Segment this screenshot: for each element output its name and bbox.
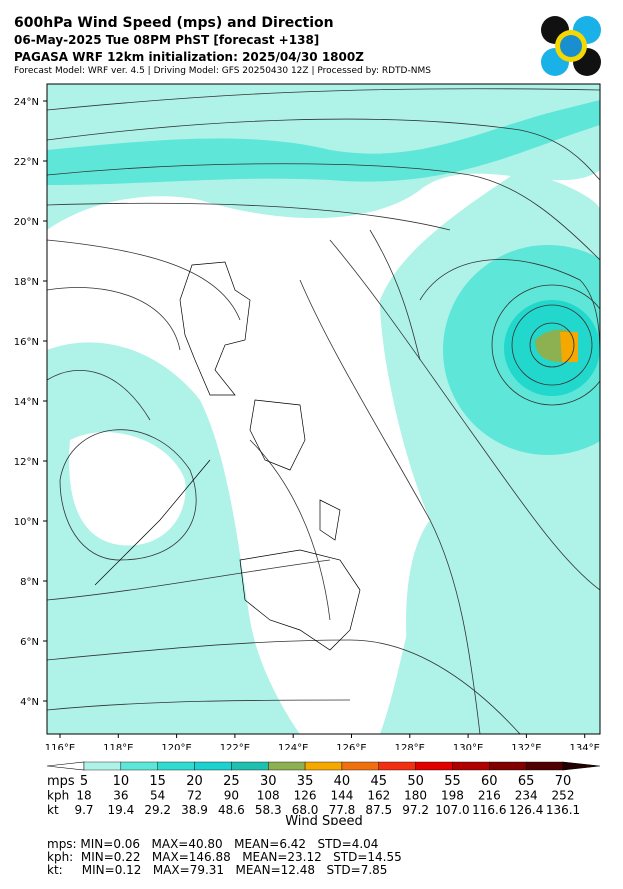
lat-label: 16°N (14, 337, 39, 348)
colorbar-value: 126.4 (509, 803, 543, 817)
colorbar-segment (489, 761, 527, 771)
colorbar-segment (525, 761, 564, 771)
colorbar-value: 30 (260, 774, 277, 789)
colorbar-segment (231, 761, 269, 771)
colorbar-value: 60 (481, 774, 498, 789)
colorbar-value: 54 (150, 789, 165, 803)
colorbar-value: 65 (518, 774, 535, 789)
colorbar-value: 90 (224, 789, 239, 803)
info-line: Forecast Model: WRF ver. 4.5 | Driving M… (14, 66, 431, 76)
colorbar-segment (415, 761, 453, 771)
colorbar-segment (157, 761, 195, 771)
colorbar-segment (378, 761, 416, 771)
lon-label: 128°E (395, 743, 425, 750)
wind-field (47, 84, 600, 734)
logo (541, 16, 601, 76)
map-frame (46, 83, 601, 735)
colorbar-value: 198 (441, 789, 464, 803)
colorbar-label: Wind Speed (285, 814, 363, 825)
colorbar-value: 72 (187, 789, 202, 803)
colorbar-segment (268, 761, 306, 771)
stat-line: kph: MIN=0.22 MAX=146.88 MEAN=23.12 STD=… (47, 850, 402, 864)
lat-label: 6°N (20, 637, 39, 648)
title: 600hPa Wind Speed (mps) and Direction (14, 15, 334, 31)
lat-label: 8°N (20, 577, 39, 588)
lat-label: 24°N (14, 97, 39, 108)
lon-label: 126°E (336, 743, 366, 750)
colorbar-value: 97.2 (402, 803, 429, 817)
colorbar-value: 20 (186, 774, 203, 789)
lon-label: 132°E (511, 743, 541, 750)
init-line: PAGASA WRF 12km initialization: 2025/04/… (14, 50, 364, 64)
lat-label: 10°N (14, 517, 39, 528)
colorbar-value: 87.5 (365, 803, 392, 817)
lon-label: 124°E (278, 743, 308, 750)
colorbar-value: 68.0 (292, 803, 319, 817)
colorbar-value: 162 (367, 789, 390, 803)
colorbar-value: 216 (478, 789, 501, 803)
colorbar-value: 19.4 (107, 803, 134, 817)
lat-label: 4°N (20, 697, 39, 708)
colorbar-value: 70 (555, 774, 572, 789)
colorbar-value: 38.9 (181, 803, 208, 817)
lon-label: 134°E (569, 743, 599, 750)
colorbar-value: 144 (330, 789, 353, 803)
colorbar-value: 9.7 (74, 803, 93, 817)
lon-label: 122°E (220, 743, 250, 750)
stat-line: mps: MIN=0.06 MAX=40.80 MEAN=6.42 STD=4.… (47, 837, 379, 851)
colorbar-value: 180 (404, 789, 427, 803)
row-label: mps (47, 774, 75, 789)
colorbar-segment (194, 761, 232, 771)
colorbar-value: 116.6 (472, 803, 506, 817)
colorbar-segment (304, 761, 343, 771)
lat-label: 14°N (14, 397, 39, 408)
map: 24°N 22°N 20°N 18°N 16°N 14°N 12°N 10°N 8°N 6°N 4°… (14, 83, 601, 750)
colorbar-value: 108 (257, 789, 280, 803)
colorbar-value: 40 (334, 774, 351, 789)
colorbar-value: 126 (294, 789, 317, 803)
subtitle: 06-May-2025 Tue 08PM PhST [forecast +138… (14, 33, 320, 47)
lon-label: 120°E (161, 743, 191, 750)
lon-label: 116°E (45, 743, 75, 750)
colorbar-value: 18 (76, 789, 91, 803)
colorbar-value: 252 (552, 789, 575, 803)
lat-label: 12°N (14, 457, 39, 468)
colorbar-under (46, 761, 85, 771)
colorbar-value: 5 (80, 774, 88, 789)
colorbar-value: 25 (223, 774, 240, 789)
colorbar-value: 107.0 (435, 803, 469, 817)
stat-line: kt: MIN=0.12 MAX=79.31 MEAN=12.48 STD=7.… (47, 863, 388, 877)
colorbar-value: 48.6 (218, 803, 245, 817)
lat-label: 18°N (14, 277, 39, 288)
colorbar-value: 55 (444, 774, 461, 789)
colorbar-value: 136.1 (546, 803, 580, 817)
colorbar: mps 5 10 15 20 25 30 35 40 45 50 55 60 65 70 kph 18 36 54 7… (46, 761, 601, 825)
lat-label: 20°N (14, 217, 39, 228)
colorbar-segment (452, 761, 490, 771)
colorbar-value: 36 (113, 789, 128, 803)
colorbar-segment (120, 761, 158, 771)
row-label: kph (47, 789, 69, 803)
colorbar-value: 45 (370, 774, 387, 789)
colorbar-value: 29.2 (144, 803, 171, 817)
colorbar-value: 35 (297, 774, 314, 789)
colorbar-over (562, 761, 601, 771)
colorbar-value: 58.3 (255, 803, 282, 817)
colorbar-value: 10 (113, 774, 130, 789)
row-label: kt (47, 803, 59, 817)
lon-label: 118°E (103, 743, 133, 750)
lat-label: 22°N (14, 157, 39, 168)
colorbar-value: 234 (515, 789, 538, 803)
colorbar-value: 50 (407, 774, 424, 789)
lon-label: 130°E (453, 743, 483, 750)
colorbar-value: 15 (149, 774, 166, 789)
colorbar-value: 77.8 (329, 803, 356, 817)
colorbar-segment (341, 761, 379, 771)
colorbar-segment (83, 761, 122, 771)
